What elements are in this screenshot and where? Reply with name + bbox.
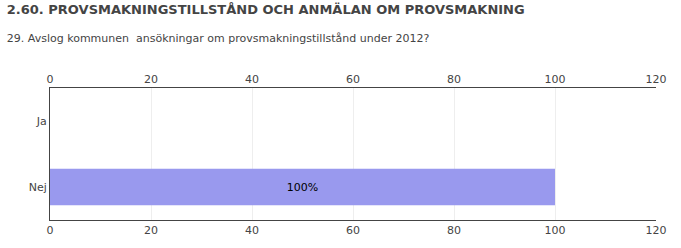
svg-text:120: 120 [646,224,667,237]
svg-text:Ja: Ja [36,115,47,128]
svg-text:80: 80 [447,224,461,237]
svg-text:100: 100 [545,73,566,86]
svg-text:2.60. PROVSMAKNINGSTILLSTÅND O: 2.60. PROVSMAKNINGSTILLSTÅND OCH ANMÄLAN… [7,2,525,17]
svg-text:60: 60 [346,224,360,237]
svg-text:100%: 100% [287,181,318,194]
svg-text:0: 0 [47,73,54,86]
svg-text:29. Avslog kommunen ansökning: 29. Avslog kommunen ansökningar om provs… [7,32,430,45]
svg-text:40: 40 [245,73,259,86]
svg-text:60: 60 [346,73,360,86]
svg-text:20: 20 [144,224,158,237]
svg-text:80: 80 [447,73,461,86]
svg-text:0: 0 [47,224,54,237]
svg-text:120: 120 [646,73,667,86]
svg-text:100: 100 [545,224,566,237]
svg-text:40: 40 [245,224,259,237]
svg-text:Nej: Nej [29,181,47,194]
svg-text:20: 20 [144,73,158,86]
